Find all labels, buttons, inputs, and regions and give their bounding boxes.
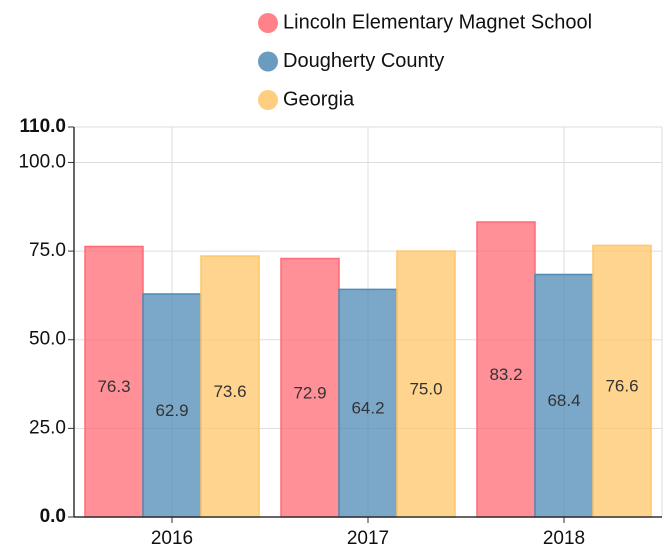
y-tick-label: 0.0 (40, 506, 66, 527)
bar (592, 244, 652, 518)
legend-label: Lincoln Elementary Magnet School (283, 11, 592, 33)
value-label: 76.6 (605, 377, 638, 396)
value-label: 75.0 (409, 380, 442, 399)
y-tick-label: 110.0 (20, 116, 67, 137)
value-label: 76.3 (97, 377, 130, 396)
value-label: 73.6 (213, 382, 246, 401)
y-tick-label: 25.0 (29, 417, 66, 438)
y-tick-label: 50.0 (29, 329, 66, 350)
legend-label: Georgia (283, 88, 355, 110)
value-label: 62.9 (155, 401, 188, 420)
y-tick-label: 100.0 (18, 151, 66, 172)
x-tick-label: 2018 (543, 528, 585, 549)
legend-swatch (258, 13, 278, 33)
bar (396, 250, 456, 518)
value-label: 72.9 (293, 383, 326, 402)
value-label: 83.2 (489, 365, 522, 384)
value-label: 68.4 (547, 391, 580, 410)
y-tick-label: 75.0 (29, 240, 66, 261)
bar (534, 273, 594, 518)
x-tick-label: 2017 (347, 528, 389, 549)
legend-swatch (258, 51, 278, 72)
x-tick-label: 2016 (151, 528, 193, 549)
legend-swatch (258, 90, 278, 110)
legend-label: Dougherty County (283, 50, 444, 72)
value-label: 64.2 (351, 399, 384, 418)
